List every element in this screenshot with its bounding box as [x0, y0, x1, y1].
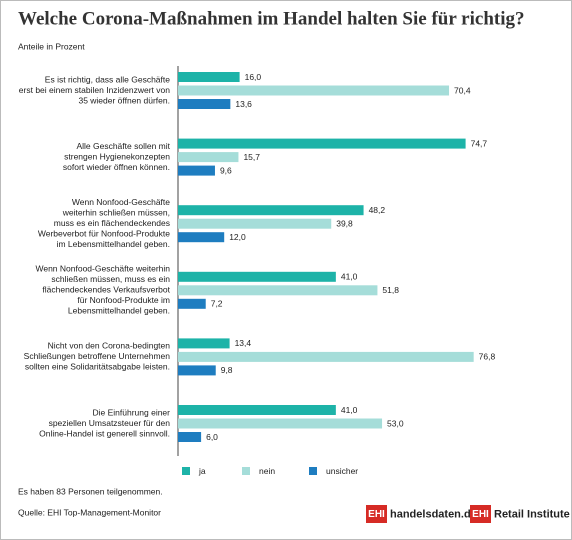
bar: [178, 72, 240, 82]
bar: [178, 85, 450, 96]
value-label: 9,8: [221, 365, 233, 375]
category-label: im Lebensmittelhandel geben.: [57, 239, 170, 249]
category-label: Wenn Nonfood-Geschäfte weiterhin: [35, 264, 170, 274]
legend-swatch: [182, 467, 190, 475]
value-label: 13,4: [235, 338, 252, 348]
value-label: 76,8: [479, 352, 496, 362]
bar: [178, 271, 336, 282]
bar: [178, 405, 336, 415]
bar: [178, 285, 378, 296]
logo-badge-text: EHI: [472, 509, 489, 520]
category-label: Online-Handel ist generell sinnvoll.: [39, 428, 170, 438]
bar: [178, 205, 364, 216]
category-label: 35 wieder öffnen dürfen.: [78, 95, 170, 105]
logo-badge: [366, 505, 387, 523]
value-label: 70,4: [454, 85, 471, 95]
bar: [178, 138, 466, 149]
category-label: strengen Hygienekonzepten: [64, 151, 170, 161]
category-label: Die Einführung einer: [93, 407, 171, 417]
logo-text: handelsdaten.de: [390, 508, 477, 520]
category-label: sollten eine Solidaritätsabgabe leisten.: [25, 362, 170, 372]
source: Quelle: EHI Top-Management-Monitor: [18, 507, 161, 517]
category-label: schließen müssen, muss es ein: [51, 274, 170, 284]
category-label: Alle Geschäfte sollen mit: [76, 141, 170, 151]
category-label: muss es ein flächendeckendes: [54, 218, 170, 228]
category-label: flächendeckendes Verkaufsverbot: [42, 285, 170, 295]
legend-swatch: [309, 467, 317, 475]
bar: [178, 338, 230, 349]
bar: [178, 232, 225, 243]
category-label: Lebensmittelhandel geben.: [68, 306, 170, 316]
category-label: sofort wieder öffnen können.: [63, 162, 170, 172]
value-label: 39,8: [336, 218, 353, 228]
value-label: 41,0: [341, 405, 358, 415]
value-label: 48,2: [369, 205, 386, 215]
value-label: 41,0: [341, 272, 358, 282]
category-label: Werbeverbot für Nonfood-Produkte: [38, 228, 170, 238]
category-label: Wenn Nonfood-Geschäfte: [72, 197, 170, 207]
bar: [178, 99, 231, 109]
bar: [178, 432, 202, 442]
legend-label: nein: [259, 466, 275, 476]
note: Es haben 83 Personen teilgenommen.: [18, 486, 163, 496]
category-label: speziellen Umsatzsteuer für den: [49, 418, 171, 428]
value-label: 15,7: [243, 152, 260, 162]
legend-swatch: [242, 467, 250, 475]
bar: [178, 218, 332, 229]
chart-title: Welche Corona-Maßnahmen im Handel halten…: [18, 8, 525, 29]
bar: [178, 298, 206, 309]
legend-label: unsicher: [326, 466, 358, 476]
bar: [178, 418, 383, 429]
value-label: 74,7: [471, 138, 488, 148]
logo-badge: [470, 505, 491, 523]
category-label: Schließungen betroffene Unternehmen: [24, 351, 171, 361]
category-label: Es ist richtig, dass alle Geschäfte: [45, 74, 170, 84]
bar: [178, 165, 215, 176]
logo-badge-text: EHI: [368, 509, 385, 520]
logo-text: Retail Institute: [494, 508, 570, 520]
category-label: erst bei einem stabilen Inzidenzwert von: [19, 85, 170, 95]
bar: [178, 351, 474, 362]
subtitle: Anteile in Prozent: [18, 41, 85, 51]
value-label: 12,0: [229, 232, 246, 242]
value-label: 51,8: [382, 285, 399, 295]
category-label: Nicht von den Corona-bedingten: [48, 341, 171, 351]
bar: [178, 152, 239, 163]
value-label: 9,6: [220, 165, 232, 175]
value-label: 53,0: [387, 418, 404, 428]
category-label: weiterhin schließen müssen,: [62, 207, 170, 217]
bar: [178, 365, 216, 376]
value-label: 7,2: [211, 299, 223, 309]
legend-label: ja: [198, 466, 206, 476]
category-label: für Nonfood-Produkte im: [77, 295, 170, 305]
value-label: 6,0: [206, 432, 218, 442]
value-label: 13,6: [235, 99, 252, 109]
value-label: 16,0: [245, 72, 262, 82]
